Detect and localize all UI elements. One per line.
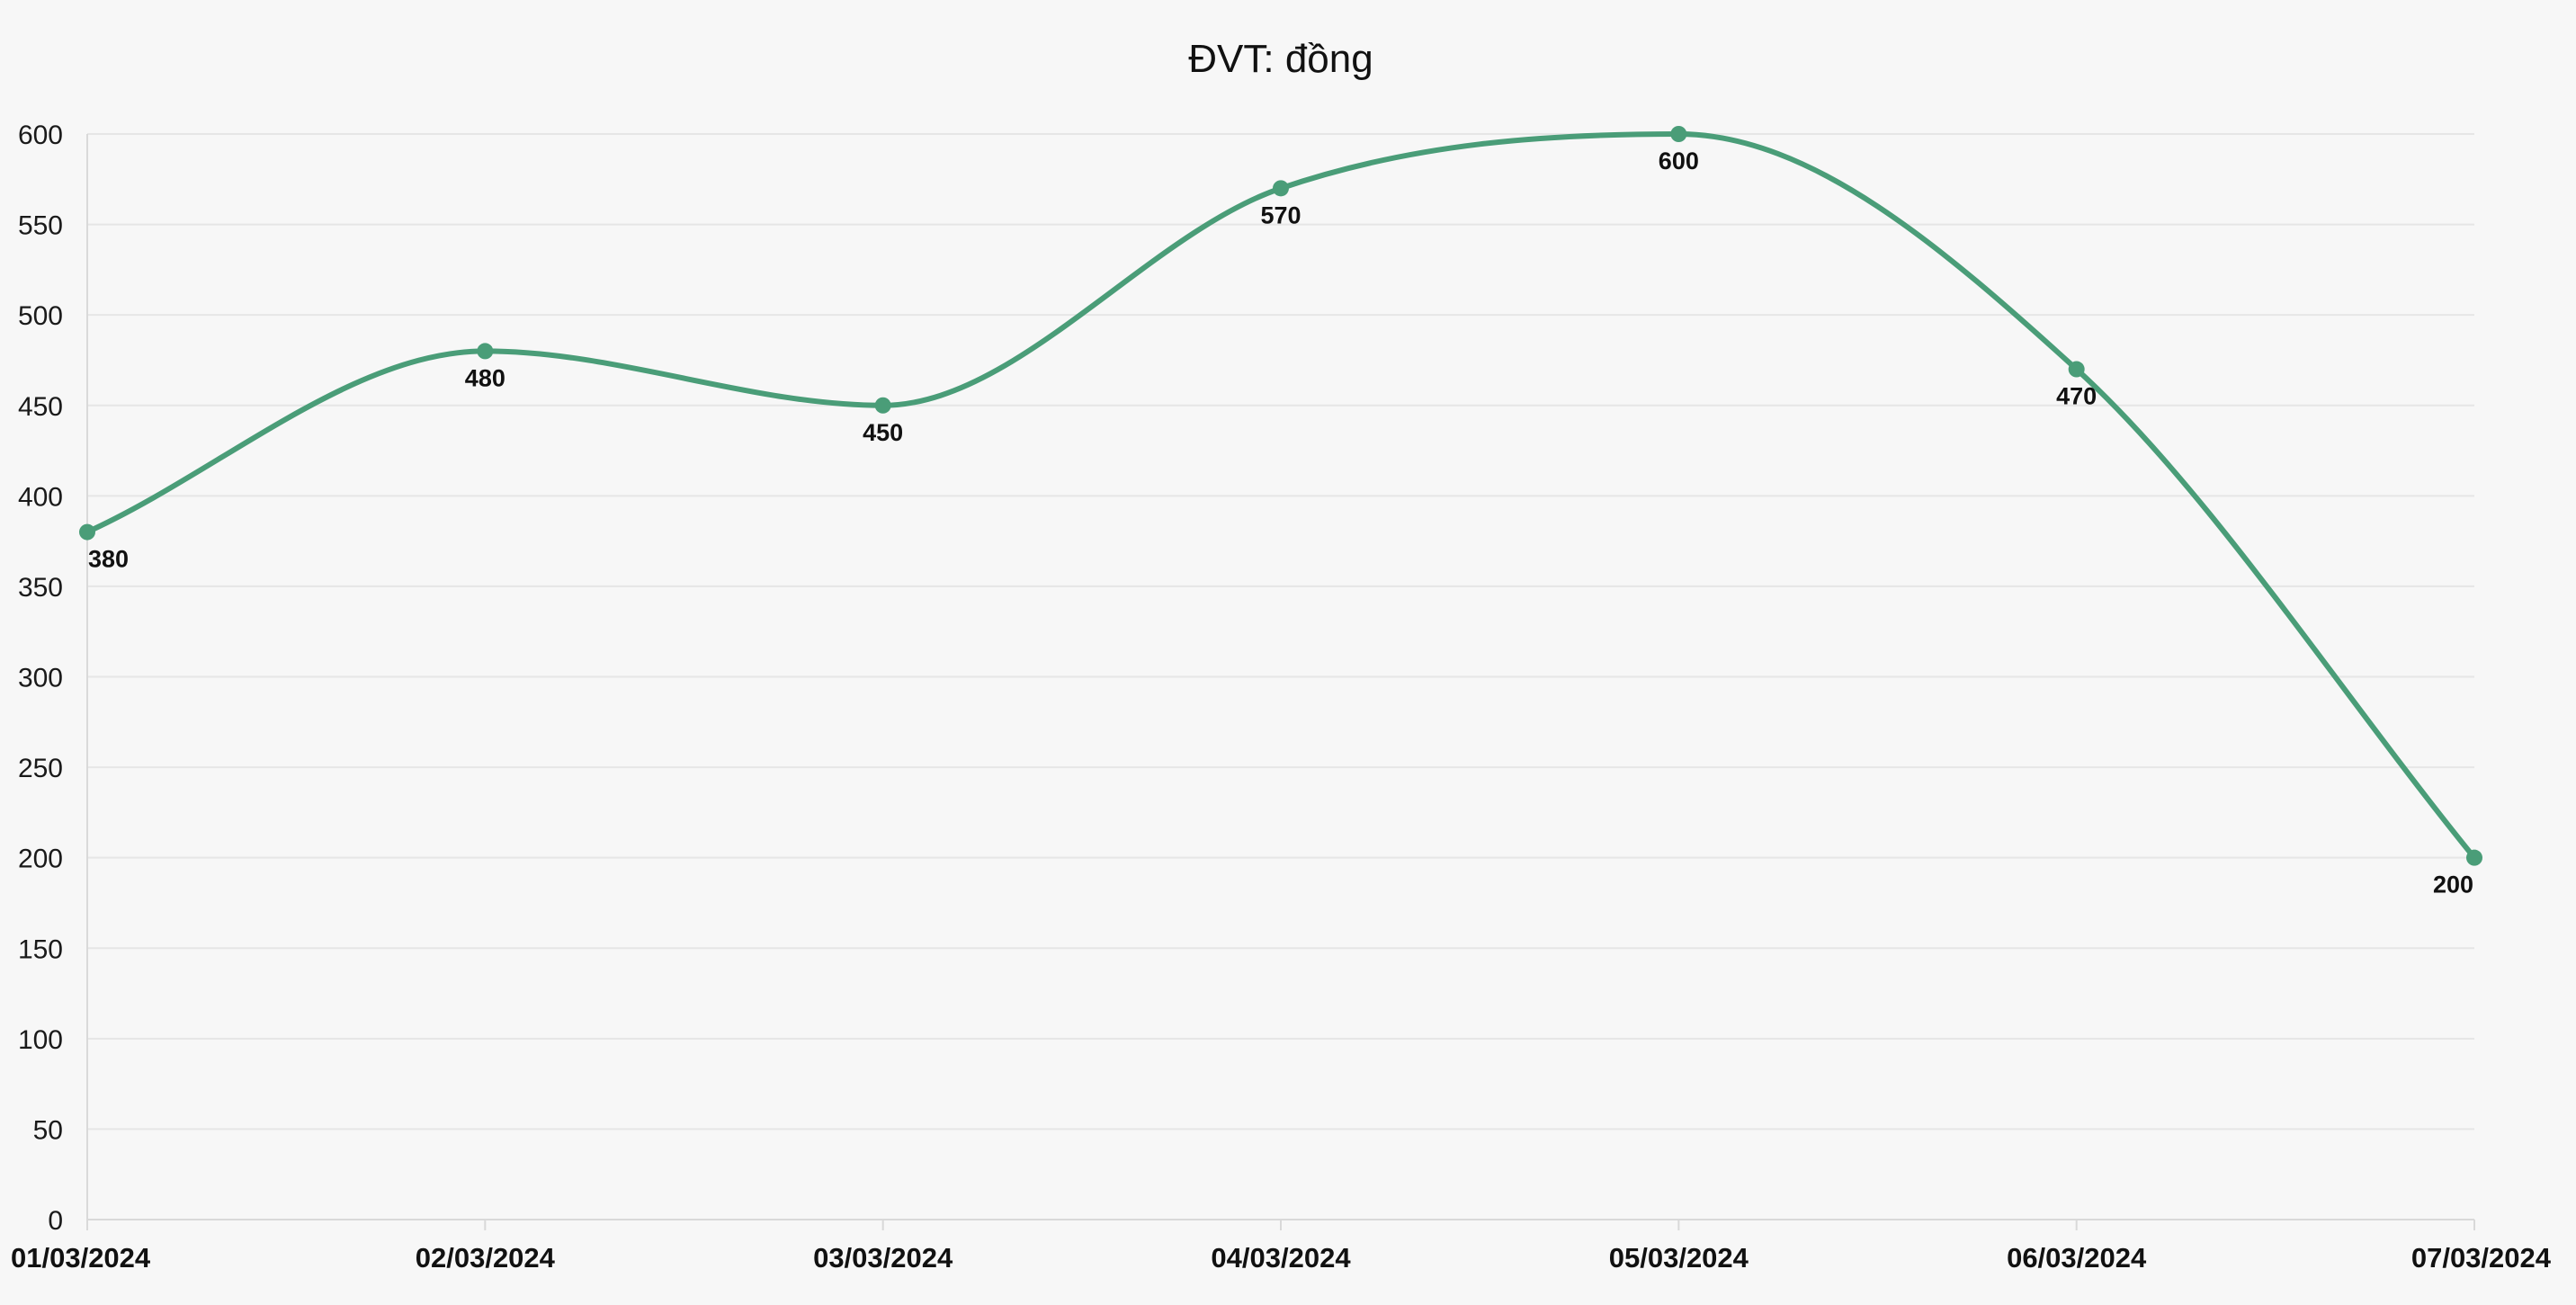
y-tick-label: 200	[18, 845, 63, 874]
y-tick-label: 50	[33, 1115, 63, 1145]
data-labels: 380 480 450 570 600 470 200	[88, 147, 2473, 898]
y-tick-label: 300	[18, 664, 63, 693]
y-tick-label: 450	[18, 392, 63, 422]
y-tick-label: 600	[18, 121, 63, 150]
data-point[interactable]	[1670, 126, 1687, 142]
data-point[interactable]	[874, 397, 891, 414]
x-tick-label: 02/03/2024	[416, 1242, 556, 1274]
y-tick-label: 0	[48, 1206, 63, 1236]
y-tick-label: 350	[18, 573, 63, 603]
y-tick-label: 150	[18, 934, 63, 964]
data-label: 600	[1659, 147, 1699, 174]
data-label: 200	[2433, 871, 2473, 898]
data-point[interactable]	[2466, 849, 2482, 866]
x-tick-label: 05/03/2024	[1609, 1242, 1749, 1274]
data-label: 380	[88, 546, 129, 573]
y-tick-label: 400	[18, 482, 63, 512]
data-label: 480	[465, 364, 505, 391]
x-tick-label: 07/03/2024	[2411, 1242, 2552, 1274]
data-point[interactable]	[79, 523, 95, 541]
y-tick-label: 250	[18, 754, 63, 783]
data-label: 570	[1260, 201, 1301, 228]
chart-title: ĐVT: đồng	[1188, 37, 1373, 81]
data-label: 450	[863, 419, 903, 446]
y-tick-label: 100	[18, 1025, 63, 1055]
x-tick-label: 03/03/2024	[813, 1242, 953, 1274]
axes: 0 50 100 150 200 250 300 350 400 450 500 550 600 01/0…	[11, 121, 2552, 1274]
data-point[interactable]	[477, 343, 494, 360]
series-layer	[79, 126, 2482, 866]
data-label: 470	[2056, 383, 2097, 410]
y-tick-label: 550	[18, 211, 63, 241]
data-point[interactable]	[1273, 180, 1289, 197]
x-tick-label: 01/03/2024	[11, 1242, 151, 1274]
x-tick-label: 06/03/2024	[2007, 1242, 2147, 1274]
y-tick-label: 500	[18, 301, 63, 331]
x-tick-label: 04/03/2024	[1211, 1242, 1351, 1274]
data-point[interactable]	[2068, 361, 2085, 378]
grid-lines	[87, 133, 2474, 1131]
